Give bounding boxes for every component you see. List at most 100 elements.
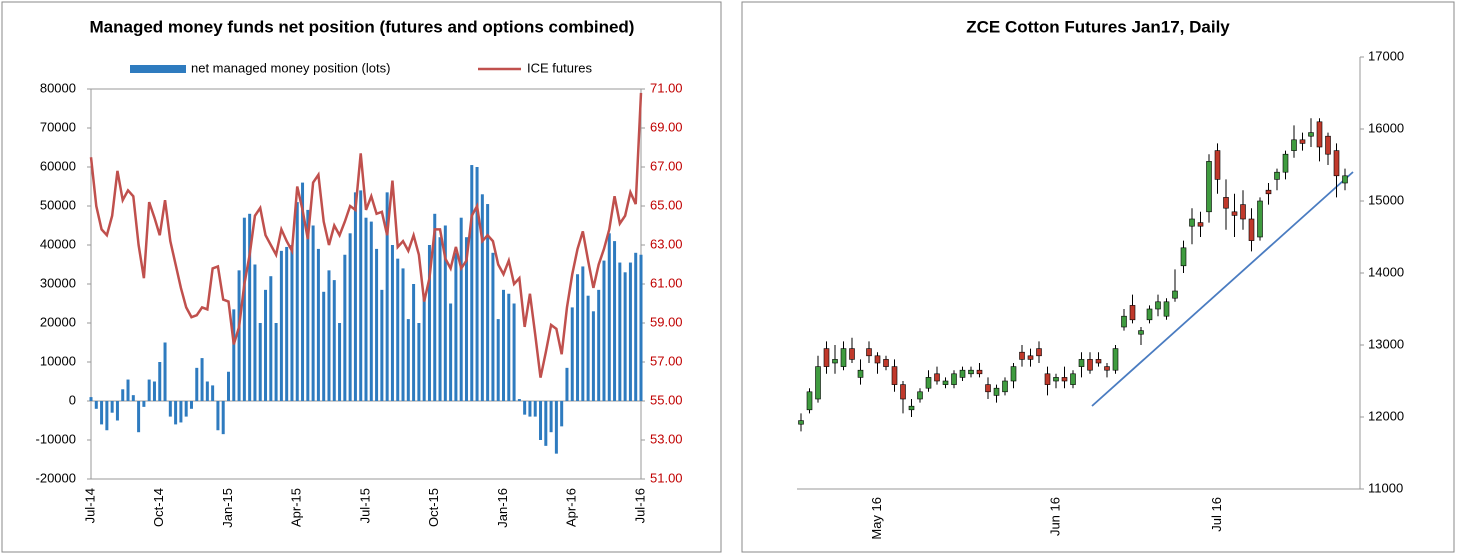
- bar: [486, 204, 490, 401]
- bar: [163, 342, 167, 401]
- candle-body: [1010, 366, 1017, 382]
- bar: [279, 250, 283, 401]
- bar: [565, 367, 569, 401]
- bar: [327, 270, 331, 401]
- bar: [491, 252, 495, 401]
- bar: [607, 233, 611, 401]
- bar: [242, 217, 246, 401]
- bar: [385, 192, 389, 401]
- bar: [301, 182, 305, 401]
- bar: [94, 401, 98, 409]
- candle-body: [1180, 247, 1187, 267]
- bar: [179, 401, 183, 423]
- bar: [285, 246, 289, 401]
- bar: [449, 303, 453, 401]
- bar: [322, 291, 326, 401]
- y2-tick-label: 67.00: [650, 158, 683, 173]
- bar: [184, 401, 188, 417]
- bar: [454, 252, 458, 401]
- y2-tick-label: 63.00: [650, 236, 683, 251]
- x-tick-label: Oct-14: [151, 488, 166, 527]
- line: [89, 92, 643, 378]
- candle-body: [1274, 171, 1280, 180]
- bar: [338, 323, 342, 401]
- candle-body: [925, 377, 932, 389]
- candle-body: [798, 420, 804, 425]
- y2-tick-label: 71.00: [650, 80, 683, 95]
- bar: [602, 260, 606, 401]
- bar: [211, 385, 215, 401]
- bar: [581, 266, 585, 401]
- candle-body: [849, 348, 855, 360]
- bar: [417, 323, 421, 401]
- candle-body: [1163, 301, 1170, 317]
- bar: [618, 262, 622, 401]
- bar: [168, 401, 172, 417]
- candle-body: [1197, 222, 1204, 227]
- bar: [570, 307, 574, 401]
- bar: [464, 237, 468, 401]
- bar: [634, 252, 638, 401]
- bar: [375, 248, 379, 401]
- candle-body: [840, 348, 847, 367]
- bar: [475, 167, 479, 401]
- x-tick-label: Jul-14: [82, 488, 97, 523]
- y-tick-label: 80000: [40, 80, 76, 95]
- candle-body: [1002, 380, 1008, 393]
- bar: [507, 293, 511, 401]
- trend-line: [1091, 171, 1354, 407]
- bar: [359, 190, 363, 401]
- y-tick-label: 13000: [1368, 336, 1404, 351]
- y2-tick-label: 53.00: [650, 431, 683, 446]
- candle-body: [1282, 153, 1289, 173]
- bar: [232, 309, 236, 401]
- candle-body: [917, 391, 923, 400]
- bar: [311, 225, 315, 401]
- bar: [121, 389, 125, 401]
- x-tick-label: Apr-16: [564, 488, 579, 527]
- candle-body: [1189, 218, 1195, 227]
- candle-body: [1342, 175, 1348, 184]
- candle-body: [1155, 301, 1161, 310]
- bar: [523, 401, 527, 415]
- y-tick-label: 60000: [40, 158, 76, 173]
- x-tick-label: Jan-16: [495, 488, 510, 528]
- legend-swatch: [130, 65, 186, 73]
- bar: [189, 401, 193, 409]
- y-tick-label: 50000: [40, 197, 76, 212]
- bar: [422, 295, 426, 401]
- candle-body: [815, 366, 821, 400]
- bar: [576, 274, 580, 401]
- candle-body: [1129, 305, 1136, 321]
- bar: [459, 217, 463, 401]
- bar: [369, 221, 373, 401]
- y-tick-label: 17000: [1368, 48, 1404, 63]
- y-tick-label: -10000: [36, 431, 76, 446]
- y-tick-label: -20000: [36, 470, 76, 485]
- candle-body: [1138, 330, 1144, 335]
- candle-body: [1095, 359, 1102, 364]
- bar: [380, 289, 384, 401]
- bar: [137, 401, 141, 433]
- x-tick-label: Jul-16: [632, 488, 647, 523]
- left-panel: [1, 1, 722, 553]
- candle-body: [900, 384, 906, 400]
- candle-body: [968, 369, 974, 375]
- bar: [316, 248, 320, 401]
- bar: [295, 202, 299, 401]
- y-tick-label: 10000: [40, 353, 76, 368]
- bar: [89, 397, 93, 401]
- y2-tick-label: 65.00: [650, 197, 683, 212]
- bar: [105, 401, 109, 431]
- bar: [306, 209, 310, 401]
- candle-body: [1061, 377, 1068, 382]
- candle-body: [1104, 366, 1110, 371]
- y-tick-label: 12000: [1368, 408, 1404, 423]
- bar: [237, 270, 241, 401]
- y2-tick-label: 57.00: [650, 353, 683, 368]
- candle-body: [934, 373, 940, 382]
- candle-body: [857, 369, 864, 378]
- candle-body: [1248, 218, 1255, 241]
- bar: [539, 401, 543, 440]
- bar: [115, 401, 119, 421]
